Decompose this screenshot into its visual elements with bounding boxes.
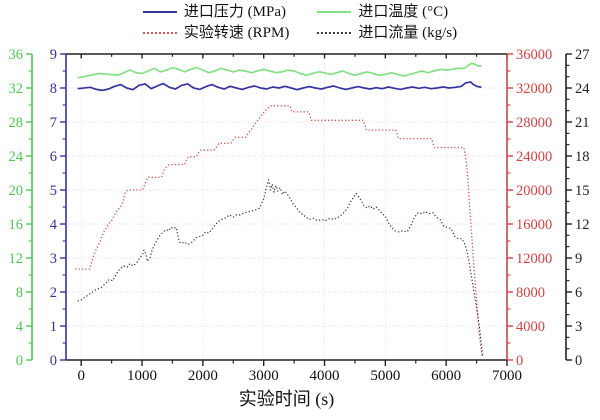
svg-text:8: 8: [50, 81, 57, 97]
svg-text:3000: 3000: [249, 368, 279, 384]
svg-text:0: 0: [77, 368, 85, 384]
x-axis: 0 1000 2000 3000 4000 5000 6000 7000 实验时间 (s): [77, 54, 522, 410]
legend-line-rpm-icon: [142, 32, 177, 34]
svg-text:4: 4: [50, 217, 58, 233]
svg-text:36000: 36000: [516, 47, 552, 63]
svg-text:6000: 6000: [431, 368, 461, 384]
legend-item-temperature: 进口温度 (°C): [317, 2, 457, 22]
pressure-axis: 0 1 2 3 4 5 6 7 8 9: [50, 47, 67, 369]
legend-label-flow: 进口流量 (kg/s): [358, 25, 458, 41]
svg-text:18: 18: [575, 149, 590, 165]
svg-text:4000: 4000: [310, 368, 340, 384]
svg-text:0: 0: [575, 353, 582, 369]
legend-line-pressure-icon: [142, 11, 177, 13]
svg-text:24000: 24000: [516, 149, 552, 165]
series-pressure: [77, 81, 482, 92]
svg-text:12: 12: [9, 251, 24, 267]
svg-text:3: 3: [50, 251, 57, 267]
svg-text:12000: 12000: [516, 251, 552, 267]
svg-text:15: 15: [575, 183, 590, 199]
svg-text:1: 1: [50, 319, 57, 335]
legend-item-pressure: 进口压力 (MPa): [142, 2, 289, 22]
svg-text:6: 6: [575, 285, 582, 301]
rpm-axis: 0 4000 8000 12000 16000 20000 24000 28000 32000 3…: [506, 47, 552, 369]
svg-text:32000: 32000: [516, 81, 552, 97]
svg-text:32: 32: [9, 81, 24, 97]
svg-text:2: 2: [50, 285, 57, 301]
svg-text:0: 0: [50, 353, 57, 369]
legend-label-temperature: 进口温度 (°C): [358, 4, 449, 20]
legend-label-pressure: 进口压力 (MPa): [183, 4, 286, 20]
svg-text:1000: 1000: [127, 368, 157, 384]
svg-text:27: 27: [575, 47, 590, 63]
series-temperature: [77, 62, 482, 79]
chart-legend: 进口压力 (MPa) 进口温度 (°C) 实验转速 (RPM) 进口流量 (kg…: [142, 2, 457, 43]
svg-text:9: 9: [575, 251, 582, 267]
legend-label-rpm: 实验转速 (RPM): [183, 25, 290, 41]
svg-text:9: 9: [50, 47, 57, 63]
svg-text:5: 5: [50, 183, 57, 199]
plot-frame: [66, 53, 507, 361]
legend-line-flow-icon: [317, 32, 352, 34]
svg-text:6: 6: [50, 149, 57, 165]
svg-text:4000: 4000: [516, 319, 545, 335]
svg-text:36: 36: [9, 47, 24, 63]
svg-text:21: 21: [575, 115, 590, 131]
svg-text:24: 24: [575, 81, 590, 97]
legend-item-flow: 进口流量 (kg/s): [317, 23, 457, 43]
gridlines: [66, 53, 508, 361]
svg-text:16: 16: [9, 217, 24, 233]
svg-text:28000: 28000: [516, 115, 552, 131]
svg-text:20: 20: [9, 183, 24, 199]
svg-text:3: 3: [575, 319, 582, 335]
x-axis-title: 实验时间 (s): [239, 389, 335, 410]
legend-item-rpm: 实验转速 (RPM): [142, 23, 290, 43]
svg-text:2000: 2000: [188, 368, 218, 384]
svg-text:7000: 7000: [492, 368, 522, 384]
series-rpm: [75, 105, 484, 358]
temperature-axis: 0 4 8 12 16 20 24 28 32 36: [9, 47, 33, 369]
svg-text:12: 12: [575, 217, 590, 233]
svg-text:7: 7: [50, 115, 57, 131]
svg-text:0: 0: [16, 353, 23, 369]
svg-text:0: 0: [516, 353, 523, 369]
svg-text:20000: 20000: [516, 183, 552, 199]
svg-text:16000: 16000: [516, 217, 552, 233]
svg-text:8000: 8000: [516, 285, 545, 301]
svg-text:8: 8: [16, 285, 23, 301]
legend-line-temperature-icon: [317, 11, 352, 13]
series-flow: [77, 179, 484, 357]
flow-axis: 0 3 6 9 12 15 18 21 24 27: [565, 47, 590, 369]
svg-text:24: 24: [9, 149, 24, 165]
svg-text:5000: 5000: [370, 368, 400, 384]
svg-text:4: 4: [16, 319, 24, 335]
svg-text:28: 28: [9, 115, 24, 131]
